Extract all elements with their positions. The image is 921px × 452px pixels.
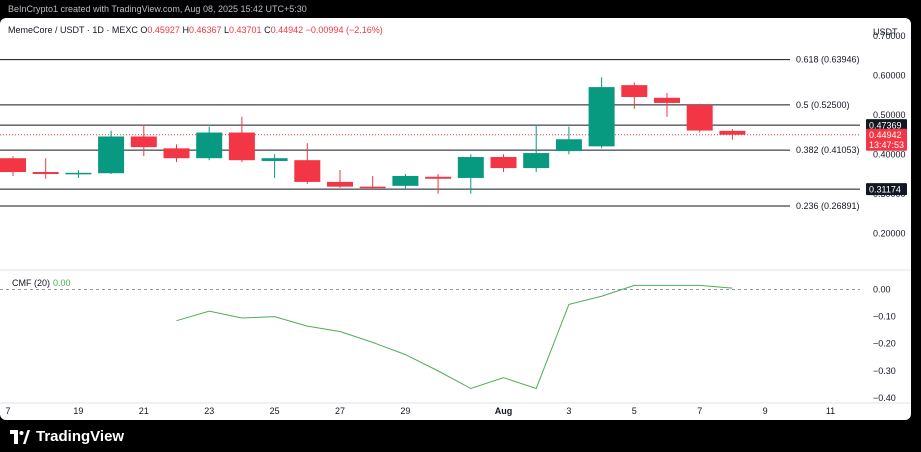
tradingview-logo: TradingView [10, 428, 124, 445]
time-tick-label: 5 [632, 406, 637, 416]
chart-credit: BeInCrypto1 created with TradingView.com… [8, 4, 307, 14]
candle-body [163, 148, 190, 159]
candle-body [359, 186, 386, 189]
currency-label: USDT [873, 27, 898, 37]
candle-body [65, 172, 92, 175]
candle-body [686, 104, 713, 131]
candle-body [719, 130, 746, 135]
last-price-value: 0.44942 [869, 130, 902, 140]
chart-svg[interactable]: 0.700000.600000.500000.400000.300000.200… [0, 18, 911, 420]
candle-countdown: 13:47:53 [869, 140, 904, 150]
time-tick-label: 7 [697, 406, 702, 416]
symbol-title: MemeCore / USDT · 1D · MEXC [8, 25, 138, 35]
fib-level-label: 0.236 (0.26891) [796, 201, 860, 211]
cmf-tick-label: −0.20 [873, 339, 896, 349]
level-price-label: 0.47369 [869, 121, 902, 131]
open-key: O [140, 25, 148, 35]
low-value: 0.43701 [229, 25, 262, 35]
cmf-last-value: 0.00 [53, 278, 71, 288]
time-tick-label: Aug [495, 406, 513, 416]
high-value: 0.46367 [188, 25, 222, 35]
price-tick-label: 0.20000 [873, 228, 906, 238]
time-tick-label: 21 [139, 406, 149, 416]
high-key: H [182, 25, 189, 35]
candle-body [425, 176, 452, 179]
ohlc-header: MemeCore / USDT · 1D · MEXC O0.45927 H0.… [8, 25, 383, 35]
cmf-line [176, 284, 733, 390]
time-tick-label: 11 [826, 406, 835, 416]
cmf-tick-label: 0.00 [873, 284, 891, 294]
candle-body [294, 160, 321, 182]
tradingview-icon [10, 429, 30, 444]
time-tick-label: 7 [5, 406, 10, 416]
fib-level-label: 0.618 (0.63946) [796, 55, 860, 65]
candle-body [555, 139, 582, 152]
price-tick-label: 0.70000 [873, 31, 906, 41]
low-key: L [224, 25, 230, 35]
candle-body [32, 172, 59, 175]
candle-body [621, 85, 648, 97]
brand-name: TradingView [36, 428, 125, 445]
time-tick-label: 9 [763, 406, 768, 416]
time-tick-label: 3 [566, 406, 571, 416]
price-tick-label: 0.60000 [873, 70, 906, 80]
chart-panel[interactable]: 0.700000.600000.500000.400000.300000.200… [0, 18, 911, 420]
candle-body [0, 158, 26, 173]
candle-body [98, 136, 125, 174]
candle-body [588, 87, 615, 147]
candle-body [196, 132, 223, 159]
candle-body [228, 132, 255, 161]
candle-body [130, 136, 157, 148]
time-tick-label: 19 [73, 406, 83, 416]
time-tick-label: 27 [335, 406, 345, 416]
time-tick-label: 29 [400, 406, 410, 416]
price-tick-label: 0.50000 [873, 110, 906, 120]
cmf-tick-label: −0.40 [873, 393, 896, 403]
candle-body [490, 157, 517, 169]
cmf-tick-label: −0.10 [873, 312, 896, 322]
candle-body [327, 181, 353, 187]
level-price-label: 0.31174 [869, 185, 901, 195]
level-price-box [866, 119, 907, 132]
candle-body [392, 175, 419, 186]
time-tick-label: 25 [270, 406, 280, 416]
last-price-tag [866, 128, 907, 151]
close-value: 0.44942 [270, 25, 304, 35]
open-value: 0.45927 [147, 25, 180, 35]
cmf-title: CMF (20) [12, 278, 50, 288]
time-tick-label: 23 [204, 406, 214, 416]
level-price-box [866, 183, 907, 196]
fib-level-label: 0.382 (0.41053) [796, 145, 860, 155]
change-value: −0.00994 (−2.16%) [305, 25, 383, 35]
candle-body [457, 157, 484, 178]
cmf-tick-label: −0.30 [873, 366, 896, 376]
fib-level-label: 0.5 (0.52500) [796, 100, 850, 110]
close-key: C [264, 25, 271, 35]
candle-body [654, 97, 680, 103]
candle-body [523, 153, 550, 169]
price-tick-label: 0.40000 [873, 149, 906, 159]
candle-body [261, 158, 288, 161]
